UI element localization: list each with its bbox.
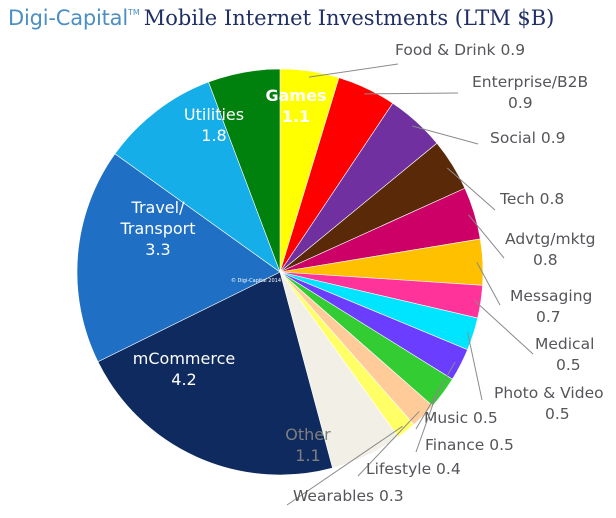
pie-slice-games (208, 68, 281, 273)
chart-watermark: © Digi-Capital 2014 (231, 277, 281, 284)
pie-slice-travel-transport (76, 153, 281, 363)
leader-line-advtg-mktg (468, 214, 505, 259)
slice-value-advtg-mktg: 0.8 (533, 251, 558, 269)
slice-value-enterprise-b2b: 0.9 (508, 94, 533, 112)
leader-line-food-drink (308, 63, 399, 78)
slice-label-wearables: Wearables 0.3 (293, 487, 404, 505)
leader-line-social (412, 125, 479, 145)
slice-label-games: Games 1.1 (266, 86, 327, 126)
leader-line-finance (415, 389, 439, 453)
slice-label-lifestyle: Lifestyle 0.4 (366, 460, 461, 478)
leader-line-tech (446, 167, 496, 211)
slice-label-social: Social 0.9 (490, 129, 566, 147)
slice-label-messaging: Messaging 0.7 (510, 287, 592, 326)
slice-label-finance: Finance 0.5 (425, 436, 514, 454)
slice-label-medical: Medical 0.5 (535, 335, 594, 374)
slice-value-travel-transport: 3.3 (145, 240, 170, 259)
slice-label-travel-transport: Travel/Transport 3.3 (119, 198, 195, 259)
leader-line-enterprise-b2b (364, 92, 459, 95)
chart-headline: Mobile Internet Investments (LTM $B) (143, 6, 555, 30)
slice-label-music: Music 0.5 (424, 409, 498, 427)
slice-label-enterprise-b2b: Enterprise/B2B 0.9 (472, 73, 588, 112)
chart-title: Digi-CapitalTM Mobile Internet Investmen… (8, 6, 554, 30)
leader-line-messaging (476, 262, 501, 306)
pie-slices (76, 68, 484, 476)
slice-label-mcommerce: mCommerce 4.2 (133, 349, 235, 389)
leader-line-lifestyle (357, 410, 420, 477)
leader-line-medical (474, 300, 534, 355)
slice-label-photo-video: Photo & Video 0.5 (494, 384, 604, 423)
brand-name: Digi-Capital (8, 6, 128, 30)
slice-value-other: 1.1 (295, 446, 320, 465)
leader-line-wearables (286, 425, 403, 506)
slice-labels: Food & Drink 0.9 Enterprise/B2B 0.9 Social … (119, 41, 604, 506)
slice-label-utilities: Utilities 1.8 (184, 105, 244, 145)
pie-slice-mcommerce (97, 271, 333, 476)
slice-value-utilities: 1.8 (201, 126, 226, 145)
slice-value-mcommerce: 4.2 (171, 370, 196, 389)
pie-slice-utilities (114, 81, 281, 273)
slice-label-food-drink: Food & Drink 0.9 (395, 41, 525, 59)
slice-label-tech: Tech 0.8 (499, 190, 564, 208)
trademark-mark: TM (127, 8, 140, 17)
slice-value-messaging: 0.7 (536, 308, 561, 326)
slice-value-medical: 0.5 (556, 356, 581, 374)
slice-value-photo-video: 0.5 (545, 405, 570, 423)
slice-label-advtg-mktg: Advtg/mktg 0.8 (505, 230, 595, 269)
slice-label-other: Other 1.1 (285, 425, 331, 465)
slice-value-games: 1.1 (282, 107, 310, 126)
leader-line-photo-video (467, 332, 483, 401)
